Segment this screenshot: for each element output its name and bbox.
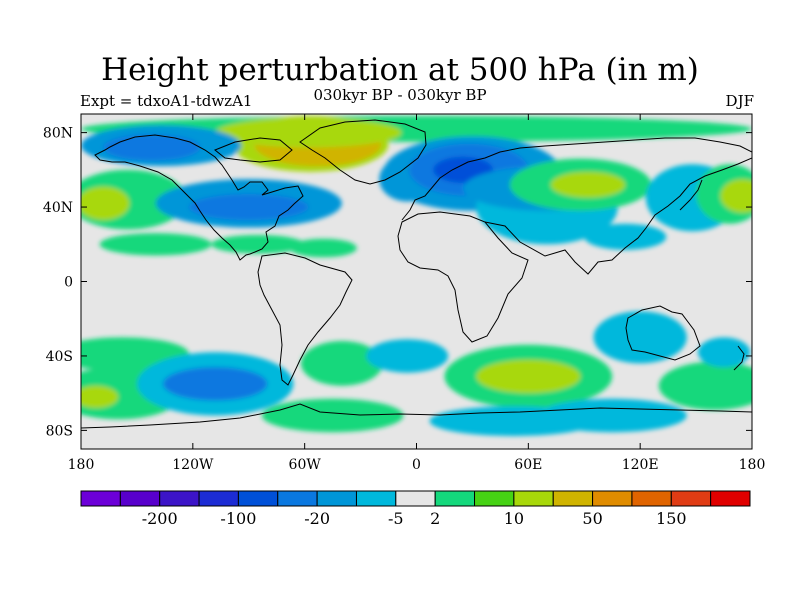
colorbar-box-0: [80, 490, 121, 507]
y-tick-label-0: 80N: [43, 126, 73, 142]
coastline-europe: [401, 137, 752, 221]
anomaly-region-38: [658, 361, 752, 410]
colorbar-box-6: [316, 490, 357, 507]
colorbar-box-7: [355, 490, 397, 507]
colorbar-label-4: 2: [430, 509, 440, 528]
coastline-asia: [484, 157, 752, 275]
coastline-australia: [625, 305, 701, 361]
anomaly-region-3: [215, 117, 402, 148]
colorbar-box-13: [592, 490, 633, 507]
colorbar-label-5: 10: [504, 509, 524, 528]
colorbar-label-6: 50: [582, 509, 602, 528]
figure-title: Height perturbation at 500 hPa (in m): [101, 52, 699, 88]
colorbar-box-16: [710, 490, 751, 507]
colorbar-box-10: [474, 490, 515, 507]
anomaly-region-12: [289, 238, 357, 258]
coastline-africa: [397, 211, 529, 343]
anomaly-region-32: [366, 339, 449, 373]
coastline-north-america: [94, 134, 304, 261]
map-axes: 180 120W 60W 0 60E 120E 180 80N 40N 0 40S 80S: [43, 114, 765, 473]
coastline-japan: [679, 179, 703, 211]
anomaly-region-11: [211, 234, 305, 254]
colorbar-box-4: [237, 490, 279, 507]
anomaly-region-21: [584, 223, 667, 250]
x-tick-label-1: 120W: [172, 457, 214, 473]
y-tick-label-2: 0: [64, 275, 73, 291]
colorbar: -200 -100 -20 -5 2 10 50 150: [80, 490, 751, 528]
colorbar-box-15: [670, 490, 712, 507]
colorbar-box-14: [631, 490, 672, 507]
anomaly-region-20: [550, 171, 626, 198]
coastline-new-zealand: [733, 345, 745, 371]
colorbar-label-1: -100: [220, 509, 256, 528]
colorbar-box-9: [434, 490, 476, 507]
colorbar-box-5: [277, 490, 318, 507]
anomaly-region-37: [593, 311, 687, 364]
anomaly-region-36: [537, 398, 687, 433]
anomaly-region-34: [476, 359, 581, 394]
colorbar-box-1: [119, 490, 161, 507]
coastline-arctic-islands: [214, 137, 293, 163]
x-tick-label-4: 60E: [514, 457, 542, 473]
anomaly-region-30: [300, 341, 383, 386]
y-tick-label-1: 40N: [43, 200, 73, 216]
colorbar-label-3: -5: [388, 509, 404, 528]
anomaly-region-27: [81, 385, 119, 409]
coastline-antarctica: [81, 403, 752, 429]
anomaly-region-39: [697, 337, 751, 368]
colorbar-box-12: [552, 490, 594, 507]
colorbar-label-0: -200: [142, 509, 178, 528]
anomaly-region-7: [81, 186, 130, 221]
x-tick-label-0: 180: [68, 457, 95, 473]
figure-subtitle: 030kyr BP - 030kyr BP: [313, 86, 487, 104]
anomaly-region-31: [261, 398, 404, 433]
x-tick-label-6: 180: [739, 457, 766, 473]
colorbar-label-7: 150: [656, 509, 687, 528]
colorbar-box-8: [395, 490, 436, 507]
colorbar-box-3: [198, 490, 239, 507]
coastlines: [81, 119, 752, 429]
colorbar-box-2: [159, 490, 200, 507]
anomaly-region-10: [99, 233, 212, 256]
y-tick-label-3: 40S: [46, 349, 73, 365]
x-tick-label-3: 0: [412, 457, 421, 473]
experiment-label: Expt = tdxoA1-tdwzA1: [80, 92, 253, 110]
anomaly-region-29: [163, 367, 268, 401]
anomaly-region-9: [189, 194, 309, 221]
x-tick-label-2: 60W: [289, 457, 322, 473]
anomaly-region-5: [103, 134, 201, 161]
x-tick-label-5: 120E: [622, 457, 659, 473]
season-label: DJF: [725, 92, 754, 110]
coastline-greenland: [299, 119, 427, 185]
colorbar-box-11: [513, 490, 554, 507]
colorbar-label-2: -20: [304, 509, 330, 528]
coastline-south-america: [257, 252, 353, 386]
y-tick-label-4: 80S: [46, 423, 73, 439]
anomaly-region-24: [720, 179, 752, 213]
